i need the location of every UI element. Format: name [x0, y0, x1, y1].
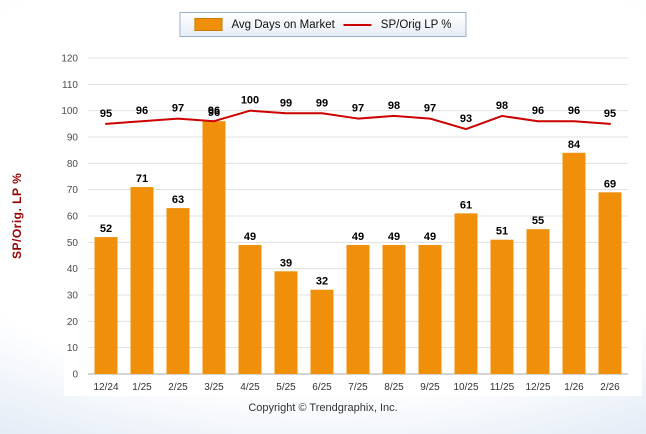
bar-label: 52 [100, 223, 112, 235]
bar-label: 69 [604, 178, 616, 190]
bar-label: 49 [244, 231, 256, 243]
x-tick-label: 1/25 [132, 382, 152, 393]
x-tick-label: 2/26 [600, 382, 620, 393]
line-label: 96 [568, 105, 580, 117]
line-label: 98 [388, 100, 400, 112]
bar [202, 121, 226, 374]
x-tick-label: 3/25 [204, 382, 224, 393]
y-tick-label: 40 [67, 264, 79, 275]
y-tick-label: 0 [72, 370, 78, 381]
bar [526, 229, 550, 374]
bar-label: 49 [352, 231, 364, 243]
bar-label: 51 [496, 226, 508, 238]
y-tick-label: 90 [67, 133, 79, 144]
y-tick-label: 110 [62, 80, 78, 91]
bar-label: 61 [460, 199, 472, 211]
bar [274, 271, 298, 374]
y-tick-label: 30 [67, 291, 79, 302]
line-label: 93 [460, 113, 472, 125]
x-tick-label: 6/25 [312, 382, 332, 393]
y-axis-title: SP/Orig. LP % [10, 172, 24, 260]
bar [130, 187, 154, 374]
x-tick-label: 5/25 [276, 382, 296, 393]
bar-label: 49 [388, 231, 400, 243]
bar-label: 39 [280, 257, 292, 269]
line-label: 99 [280, 97, 292, 109]
line-label: 95 [100, 108, 112, 120]
bar [454, 213, 478, 374]
bar-label: 84 [568, 139, 581, 151]
x-tick-label: 4/25 [240, 382, 260, 393]
y-tick-label: 50 [67, 238, 79, 249]
bar [94, 237, 118, 374]
sp-line-swatch [343, 23, 372, 26]
bar [418, 244, 442, 374]
line-label: 98 [496, 100, 508, 112]
line-label: 96 [532, 105, 544, 117]
bar-label: 55 [532, 215, 544, 227]
bar [490, 239, 514, 374]
line-label: 97 [172, 103, 184, 115]
x-tick-label: 12/25 [525, 382, 550, 393]
bar [562, 152, 586, 374]
line-label: 96 [136, 105, 148, 117]
legend-avg-days-label: Avg Days on Market [231, 18, 335, 31]
x-tick-label: 10/25 [453, 382, 478, 393]
line-label: 95 [604, 108, 616, 120]
bar [238, 244, 262, 374]
line-label: 97 [424, 103, 436, 115]
bar [346, 244, 370, 374]
bar-label: 71 [136, 173, 148, 185]
line-label: 99 [316, 97, 328, 109]
bar [382, 244, 406, 374]
x-tick-label: 9/25 [420, 382, 440, 393]
bar-label: 49 [424, 231, 436, 243]
bar [166, 208, 190, 374]
legend-sp-lp-label: SP/Orig LP % [380, 18, 452, 31]
line-label: 97 [352, 103, 364, 115]
y-tick-label: 100 [61, 106, 78, 117]
bar-label: 96 [208, 107, 220, 119]
y-tick-label: 70 [67, 185, 79, 196]
chart-legend: Avg Days on Market SP/Orig LP % [179, 12, 467, 37]
avg-days-swatch [194, 18, 223, 31]
x-tick-label: 8/25 [384, 382, 404, 393]
y-tick-label: 10 [67, 343, 79, 354]
x-tick-label: 12/24 [93, 382, 118, 393]
bar-label: 63 [172, 194, 184, 206]
x-tick-label: 2/25 [168, 382, 188, 393]
x-tick-label: 11/25 [490, 382, 515, 393]
line-label: 100 [241, 95, 259, 107]
bar-label: 32 [316, 276, 328, 288]
x-tick-label: 1/26 [564, 382, 584, 393]
y-tick-label: 120 [61, 54, 78, 65]
bar [598, 192, 622, 374]
y-tick-label: 80 [67, 159, 79, 170]
sp-orig-lp-line [105, 109, 611, 131]
y-tick-label: 60 [67, 212, 79, 223]
y-tick-label: 20 [67, 317, 79, 328]
copyright-text: Copyright © Trendgraphix, Inc. [248, 402, 398, 414]
line-label: 96 [208, 105, 220, 117]
x-tick-label: 7/25 [348, 382, 368, 393]
bar [310, 289, 334, 374]
